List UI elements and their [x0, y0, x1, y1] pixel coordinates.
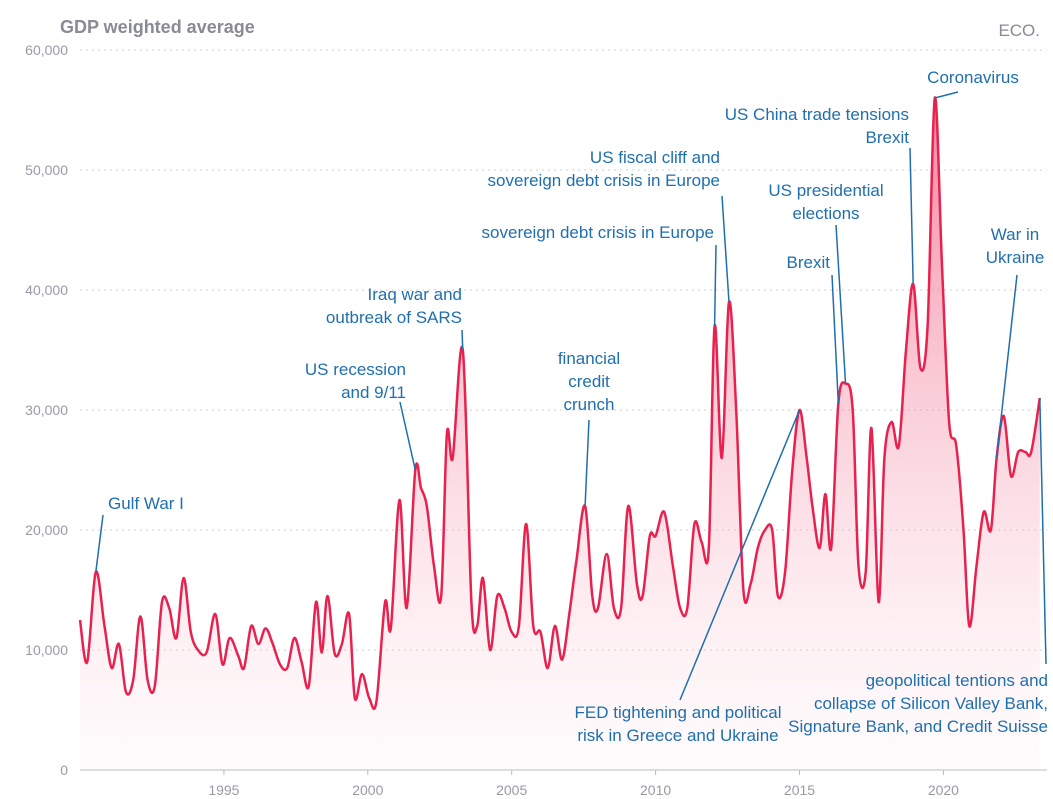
annotation: Gulf War I	[95, 494, 184, 573]
annotation-label: sovereign debt crisis in Europe	[488, 171, 720, 190]
area-series	[78, 96, 1042, 771]
annotation-label: risk in Greece and Ukraine	[577, 726, 778, 745]
annotation-label: Brexit	[787, 253, 831, 272]
annotation-leader	[835, 224, 847, 384]
annotations: Gulf War I US recession and 9/11 Iraq war a…	[95, 68, 1048, 745]
annotation-label: and 9/11	[341, 383, 406, 402]
x-tick-label: 2015	[784, 782, 815, 798]
annotation-leader	[995, 274, 1018, 459]
chart-title: GDP weighted average	[60, 17, 255, 37]
annotation-label: US China trade tensions	[725, 105, 909, 124]
y-tick-label: 30,000	[25, 402, 68, 418]
annotation-label: collapse of Silicon Valley Bank,	[814, 694, 1048, 713]
annotation: Coronavirus	[927, 68, 1019, 99]
annotation-label: geopolitical tentions and	[866, 671, 1048, 690]
x-tick-label: 2020	[928, 782, 959, 798]
brand-logo: ECO.	[998, 21, 1040, 40]
annotation: geopolitical tentions and collapse of Sil…	[788, 397, 1048, 736]
annotation: US China trade tensions Brexit	[725, 105, 914, 285]
y-tick-label: 0	[60, 762, 68, 778]
x-tick-label: 1995	[208, 782, 239, 798]
annotation-label: financial	[558, 349, 620, 368]
annotation: Iraq war and outbreak of SARS	[326, 285, 464, 351]
y-tick-label: 40,000	[25, 282, 68, 298]
y-tick-label: 50,000	[25, 162, 68, 178]
annotation: War in Ukraine	[986, 225, 1045, 459]
x-tick-label: 2000	[352, 782, 383, 798]
annotation-label: outbreak of SARS	[326, 308, 462, 327]
annotation-label: Iraq war and	[368, 285, 463, 304]
annotation-leader	[1039, 397, 1047, 665]
annotation-label: sovereign debt crisis in Europe	[482, 223, 714, 242]
x-tick-label: 2005	[496, 782, 527, 798]
area-fill	[80, 97, 1040, 771]
annotation-label: Gulf War I	[108, 494, 184, 513]
axes: 0 10,000 20,000 30,000 40,000 50,000 60,000 199…	[25, 42, 1047, 798]
annotation-leader	[831, 274, 840, 405]
annotation-leader	[679, 409, 801, 701]
annotation-label: credit	[568, 372, 610, 391]
annotation-leader	[95, 514, 104, 573]
series-line	[78, 96, 1042, 710]
annotation: sovereign debt crisis in Europe	[482, 223, 717, 327]
annotation: FED tightening and political risk in Gree…	[575, 409, 801, 745]
annotation-leader	[713, 244, 717, 327]
annotation-label: Ukraine	[986, 248, 1045, 267]
annotation-leader	[934, 91, 959, 99]
annotation-label: Coronavirus	[927, 68, 1019, 87]
y-tick-label: 60,000	[25, 42, 68, 58]
annotation-leader	[721, 195, 730, 303]
x-tick-label: 2010	[640, 782, 671, 798]
annotation-leader	[461, 329, 464, 351]
annotation: US recession and 9/11	[305, 360, 417, 471]
annotation-label: US fiscal cliff and	[590, 148, 720, 167]
annotation-label: War in	[991, 225, 1040, 244]
annotation-leader	[584, 419, 590, 507]
annotation-label: FED tightening and political	[575, 703, 782, 722]
annotation: financial credit crunch	[558, 349, 620, 507]
annotation-label: Brexit	[866, 128, 910, 147]
annotation: Brexit	[787, 253, 840, 405]
annotation-leader	[909, 147, 914, 285]
annotation: US presidential elections	[768, 181, 884, 384]
y-tick-label: 10,000	[25, 642, 68, 658]
annotation-label: elections	[792, 204, 859, 223]
y-tick-label: 20,000	[25, 522, 68, 538]
annotation-label: US recession	[305, 360, 406, 379]
annotation-label: crunch	[563, 395, 614, 414]
annotation: US fiscal cliff and sovereign debt crisis…	[488, 148, 730, 303]
annotation-label: US presidential	[768, 181, 883, 200]
annotation-leader	[399, 401, 417, 471]
annotation-label: Signature Bank, and Credit Suisse	[788, 717, 1048, 736]
